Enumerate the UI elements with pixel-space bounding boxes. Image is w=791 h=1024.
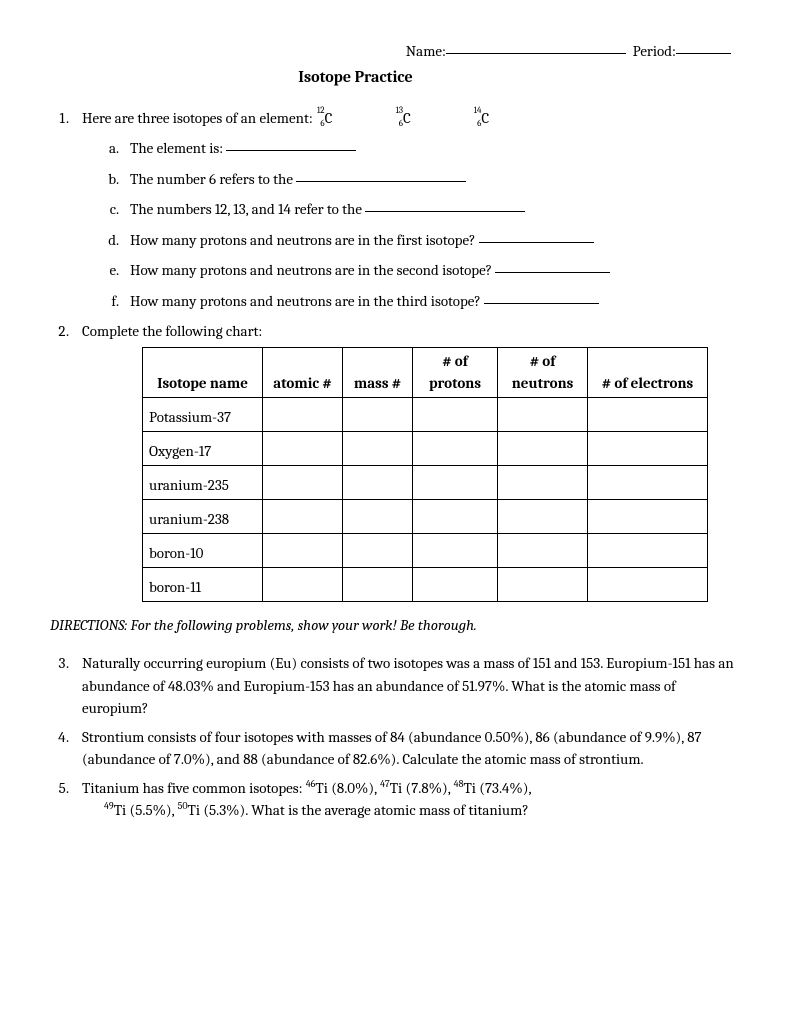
cell-blank[interactable]: [343, 465, 413, 499]
q1a: The element is:: [122, 137, 741, 160]
isotope-chart: Isotope name atomic # mass # # of proton…: [142, 347, 708, 602]
th-neutrons: # of neutrons: [498, 347, 588, 397]
directions-text: DIRECTIONS: For the following problems, …: [50, 614, 741, 637]
question-list: Here are three isotopes of an element: 1…: [50, 107, 741, 602]
header-line: Name: Period:: [50, 40, 741, 63]
th-protons: # of protons: [413, 347, 498, 397]
question-4: Strontium consists of four isotopes with…: [72, 726, 741, 771]
question-5: Titanium has five common isotopes: 46Ti …: [72, 777, 741, 822]
question-1: Here are three isotopes of an element: 1…: [72, 107, 741, 313]
cell-blank[interactable]: [413, 533, 498, 567]
isotope-c12: 12 6 C: [325, 107, 333, 130]
cell-blank[interactable]: [498, 567, 588, 601]
q1f: How many protons and neutrons are in the…: [122, 290, 741, 313]
th-atomic: atomic #: [263, 347, 343, 397]
isotope-c13: 13 6 C: [403, 107, 411, 130]
q1b: The number 6 refers to the: [122, 168, 741, 191]
q1a-blank[interactable]: [226, 150, 356, 151]
cell-blank[interactable]: [263, 533, 343, 567]
q1d: How many protons and neutrons are in the…: [122, 229, 741, 252]
table-row: boron-11: [143, 567, 708, 601]
cell-blank[interactable]: [413, 431, 498, 465]
cell-blank[interactable]: [588, 397, 708, 431]
q5-line2: 49Ti (5.5%), 50Ti (5.3%). What is the av…: [82, 799, 741, 822]
question-2: Complete the following chart: Isotope na…: [72, 320, 741, 602]
period-blank[interactable]: [676, 53, 731, 54]
q1e: How many protons and neutrons are in the…: [122, 259, 741, 282]
q1c: The numbers 12, 13, and 14 refer to the: [122, 198, 741, 221]
cell-blank[interactable]: [588, 567, 708, 601]
q1c-blank[interactable]: [365, 211, 525, 212]
worksheet-title: Isotope Practice: [50, 65, 661, 89]
cell-name: uranium-238: [143, 499, 263, 533]
q1-subitems: The element is: The number 6 refers to t…: [82, 137, 741, 312]
table-row: boron-10: [143, 533, 708, 567]
cell-blank[interactable]: [498, 431, 588, 465]
q1b-blank[interactable]: [296, 181, 466, 182]
isotope-c14: 14 6 C: [481, 107, 489, 130]
q1f-blank[interactable]: [484, 303, 599, 304]
cell-blank[interactable]: [263, 499, 343, 533]
cell-blank[interactable]: [343, 533, 413, 567]
cell-name: Oxygen-17: [143, 431, 263, 465]
table-row: Potassium-37: [143, 397, 708, 431]
word-problems: Naturally occurring europium (Eu) consis…: [50, 652, 741, 822]
table-header-row: Isotope name atomic # mass # # of proton…: [143, 347, 708, 397]
th-electrons: # of electrons: [588, 347, 708, 397]
q1-intro: Here are three isotopes of an element:: [82, 109, 313, 127]
cell-name: Potassium-37: [143, 397, 263, 431]
cell-blank[interactable]: [263, 397, 343, 431]
q1e-blank[interactable]: [495, 272, 610, 273]
cell-blank[interactable]: [413, 499, 498, 533]
th-mass: mass #: [343, 347, 413, 397]
cell-blank[interactable]: [588, 465, 708, 499]
cell-blank[interactable]: [263, 431, 343, 465]
table-row: Oxygen-17: [143, 431, 708, 465]
cell-blank[interactable]: [413, 465, 498, 499]
cell-blank[interactable]: [413, 397, 498, 431]
table-row: uranium-235: [143, 465, 708, 499]
question-3: Naturally occurring europium (Eu) consis…: [72, 652, 741, 720]
period-label: Period:: [633, 42, 676, 60]
table-row: uranium-238: [143, 499, 708, 533]
cell-blank[interactable]: [498, 465, 588, 499]
cell-blank[interactable]: [263, 567, 343, 601]
cell-blank[interactable]: [263, 465, 343, 499]
cell-blank[interactable]: [498, 397, 588, 431]
cell-blank[interactable]: [343, 567, 413, 601]
cell-blank[interactable]: [588, 533, 708, 567]
cell-blank[interactable]: [343, 431, 413, 465]
q2-intro: Complete the following chart:: [82, 322, 262, 340]
th-name: Isotope name: [143, 347, 263, 397]
cell-name: uranium-235: [143, 465, 263, 499]
cell-blank[interactable]: [498, 533, 588, 567]
q1d-blank[interactable]: [479, 242, 594, 243]
cell-blank[interactable]: [498, 499, 588, 533]
cell-blank[interactable]: [588, 499, 708, 533]
cell-name: boron-11: [143, 567, 263, 601]
cell-blank[interactable]: [343, 397, 413, 431]
cell-blank[interactable]: [588, 431, 708, 465]
cell-blank[interactable]: [343, 499, 413, 533]
cell-blank[interactable]: [413, 567, 498, 601]
cell-name: boron-10: [143, 533, 263, 567]
name-blank[interactable]: [446, 53, 626, 54]
name-label: Name:: [406, 42, 446, 60]
